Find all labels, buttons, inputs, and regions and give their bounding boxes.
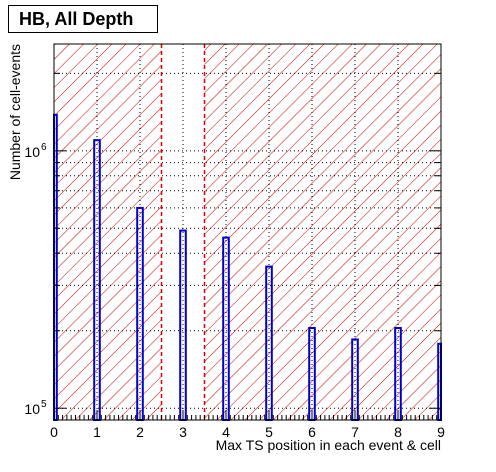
x-tick-label: 0 (50, 424, 58, 440)
x-tick-label: 4 (222, 424, 230, 440)
x-tick-label: 6 (308, 424, 316, 440)
y-tick-exponent: 5 (41, 399, 47, 410)
y-tick-label: 10 (24, 401, 40, 417)
hatched-region-left (54, 44, 162, 420)
x-tick-label: 3 (179, 424, 187, 440)
hatched-region-right (204, 44, 441, 420)
y-tick-exponent: 6 (41, 142, 47, 153)
chart-title: HB, All Depth (8, 5, 158, 33)
x-tick-label: 5 (265, 424, 273, 440)
x-tick-label: 2 (136, 424, 144, 440)
x-tick-label: 7 (351, 424, 359, 440)
y-tick-label: 10 (24, 144, 40, 160)
histogram-bar (179, 229, 187, 421)
x-axis-title: Max TS position in each event & cell (216, 437, 441, 453)
x-tick-label: 8 (394, 424, 402, 440)
x-tick-label: 1 (93, 424, 101, 440)
y-axis-title: Number of cell-events (7, 44, 23, 180)
x-tick-label: 9 (437, 424, 445, 440)
